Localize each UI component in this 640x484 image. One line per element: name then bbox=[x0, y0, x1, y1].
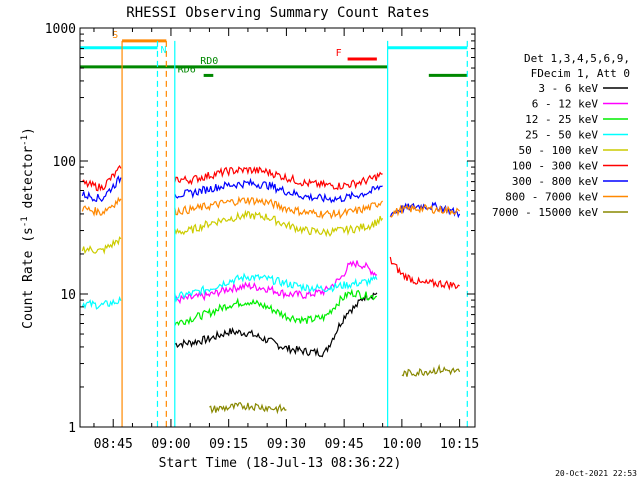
flag-label: S bbox=[112, 30, 118, 41]
y-tick-label: 100 bbox=[53, 155, 76, 170]
series-line bbox=[174, 288, 377, 327]
plot-area bbox=[81, 164, 461, 415]
y-axis-ticks: 1 10 100 1000 bbox=[45, 22, 475, 436]
flag-label: RD0 bbox=[200, 56, 218, 67]
legend: Det 1,3,4,5,6,9, FDecim 1, Att 0 3 - 6 k… bbox=[492, 52, 630, 219]
legend-header-line-2: FDecim 1, Att 0 bbox=[531, 67, 630, 80]
series-line bbox=[401, 363, 461, 377]
y-tick-label: 10 bbox=[60, 288, 76, 303]
x-tick-label: 09:15 bbox=[209, 437, 248, 452]
chart-title: RHESSI Observing Summary Count Rates bbox=[126, 5, 429, 21]
series-line bbox=[174, 209, 384, 238]
x-tick-label: 09:45 bbox=[325, 437, 364, 452]
series-line bbox=[81, 295, 122, 310]
series-line bbox=[174, 259, 378, 305]
y-axis-label: Count Rate (s-1 detector-1) bbox=[20, 127, 36, 329]
series-line bbox=[389, 256, 460, 291]
x-tick-label: 10:00 bbox=[382, 437, 421, 452]
x-tick-label: 10:15 bbox=[440, 437, 479, 452]
series-line bbox=[81, 164, 122, 192]
series-line bbox=[174, 272, 378, 303]
legend-label: 50 - 100 keV bbox=[519, 144, 599, 157]
flag-bars: S N RD0 RD6 F bbox=[80, 30, 468, 77]
x-axis-label: Start Time (18-Jul-13 08:36:22) bbox=[159, 456, 402, 471]
event-markers bbox=[121, 40, 468, 427]
x-tick-label: 09:30 bbox=[267, 437, 306, 452]
series-line bbox=[81, 196, 122, 217]
series-line bbox=[81, 236, 122, 255]
x-tick-label: 09:00 bbox=[151, 437, 190, 452]
series-line bbox=[174, 195, 384, 220]
timestamp: 20-Oct-2021 22:53 bbox=[555, 469, 637, 478]
legend-label: 300 - 800 keV bbox=[512, 175, 598, 188]
x-axis-ticks: 08:45 09:00 09:15 09:30 09:45 10:00 10:15 bbox=[93, 28, 479, 452]
legend-header-line-1: Det 1,3,4,5,6,9, bbox=[524, 52, 630, 65]
legend-label: 7000 - 15000 keV bbox=[492, 206, 598, 219]
y-tick-label: 1000 bbox=[45, 22, 76, 37]
legend-label: 6 - 12 keV bbox=[532, 98, 599, 111]
legend-label: 12 - 25 keV bbox=[525, 113, 598, 126]
flag-label: N bbox=[160, 45, 166, 56]
series-line bbox=[389, 203, 460, 218]
legend-label: 25 - 50 keV bbox=[525, 129, 598, 142]
legend-label: 800 - 7000 keV bbox=[505, 191, 598, 204]
plot-frame bbox=[79, 27, 476, 428]
series-line bbox=[174, 166, 383, 191]
series-line bbox=[209, 401, 287, 415]
flag-label: F bbox=[336, 48, 342, 59]
x-tick-label: 08:45 bbox=[94, 437, 133, 452]
legend-label: 100 - 300 keV bbox=[512, 160, 598, 173]
series-line bbox=[174, 292, 378, 358]
legend-label: 3 - 6 keV bbox=[538, 82, 598, 95]
flag-label: RD6 bbox=[178, 64, 196, 75]
series-line bbox=[174, 177, 383, 204]
y-tick-label: 1 bbox=[68, 421, 76, 436]
series-line bbox=[81, 175, 122, 203]
